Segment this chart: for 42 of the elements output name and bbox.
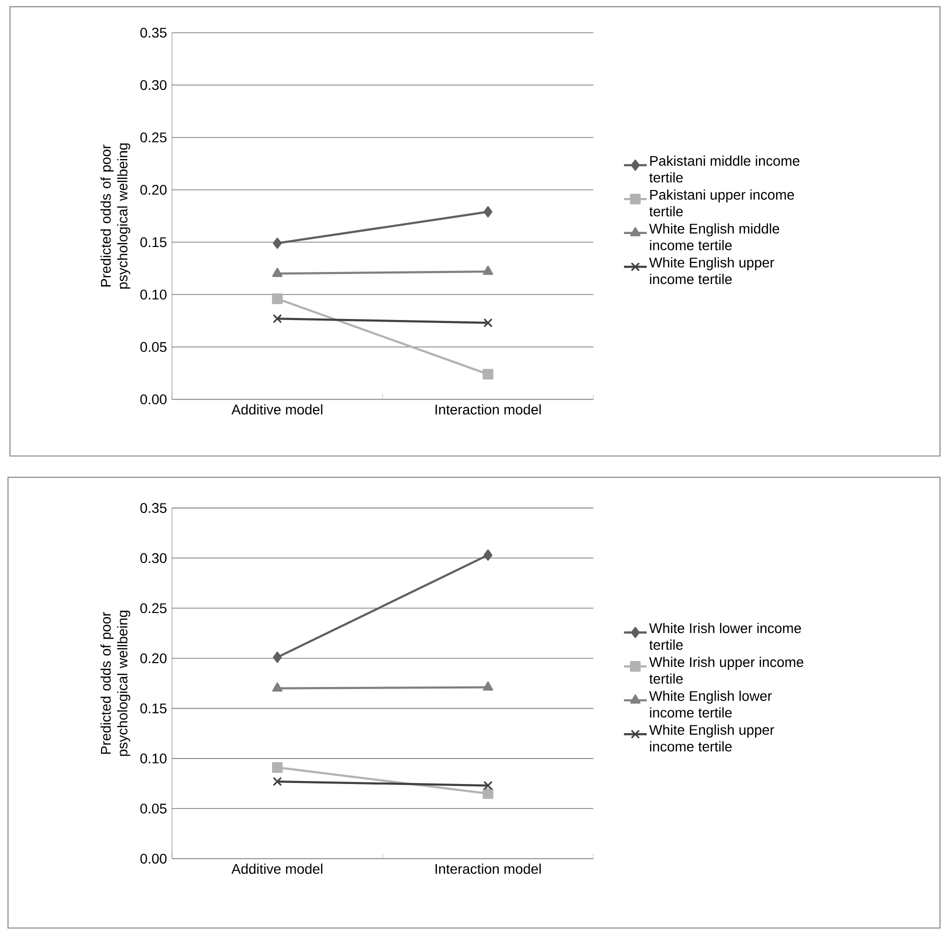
y-tick-label: 0.00 (140, 854, 167, 864)
y-tick-label: 0.30 (140, 552, 167, 563)
point (272, 652, 282, 663)
y-tick-label: 0.15 (140, 703, 166, 714)
point (272, 762, 283, 773)
legend-label: Pakistani middle income tertile (649, 155, 800, 182)
y-tick-label: 0.35 (140, 502, 166, 513)
x-tick-label: Interaction model (436, 863, 541, 874)
point (482, 788, 494, 799)
legend-label: White English upper income tertile (649, 724, 774, 752)
point (482, 368, 494, 380)
legend-label: White Irish lower income tertile (649, 622, 801, 650)
y-axis-title: Predicted odds of poor psychological wellbeing (100, 610, 130, 756)
x-tick-label: Additive model (231, 404, 322, 414)
x-tick-label: Additive model (231, 863, 322, 874)
x-tick-label: Interaction model (436, 404, 541, 414)
y-tick-label: 0.25 (140, 603, 166, 613)
y-axis-title: Predicted odds of poor psychological wellbeing (100, 143, 130, 288)
point (483, 780, 493, 790)
legend-label: Pakistani upper income tertile (649, 189, 794, 216)
point (272, 237, 282, 249)
legend-label: White English lower income tertile (649, 690, 772, 718)
y-tick-label: 0.00 (140, 394, 167, 404)
y-tick-label: 0.30 (140, 80, 167, 90)
legend-label: White Irish upper income tertile (649, 656, 804, 684)
y-tick-label: 0.35 (140, 28, 166, 38)
y-tick-label: 0.10 (140, 289, 167, 300)
y-tick-label: 0.05 (140, 342, 166, 352)
y-tick-label: 0.15 (140, 237, 166, 247)
y-tick-label: 0.05 (140, 803, 166, 814)
y-tick-label: 0.25 (140, 132, 166, 142)
point (272, 314, 282, 324)
y-tick-label: 0.20 (140, 184, 167, 195)
legend-label: White English upper income tertile (649, 257, 774, 284)
point (484, 206, 492, 218)
point (483, 318, 493, 328)
legend-label: White English middle income tertile (649, 223, 780, 250)
y-tick-label: 0.20 (140, 653, 167, 664)
point (272, 293, 283, 304)
point (272, 776, 282, 786)
point (484, 549, 492, 561)
y-tick-label: 0.10 (140, 753, 167, 764)
